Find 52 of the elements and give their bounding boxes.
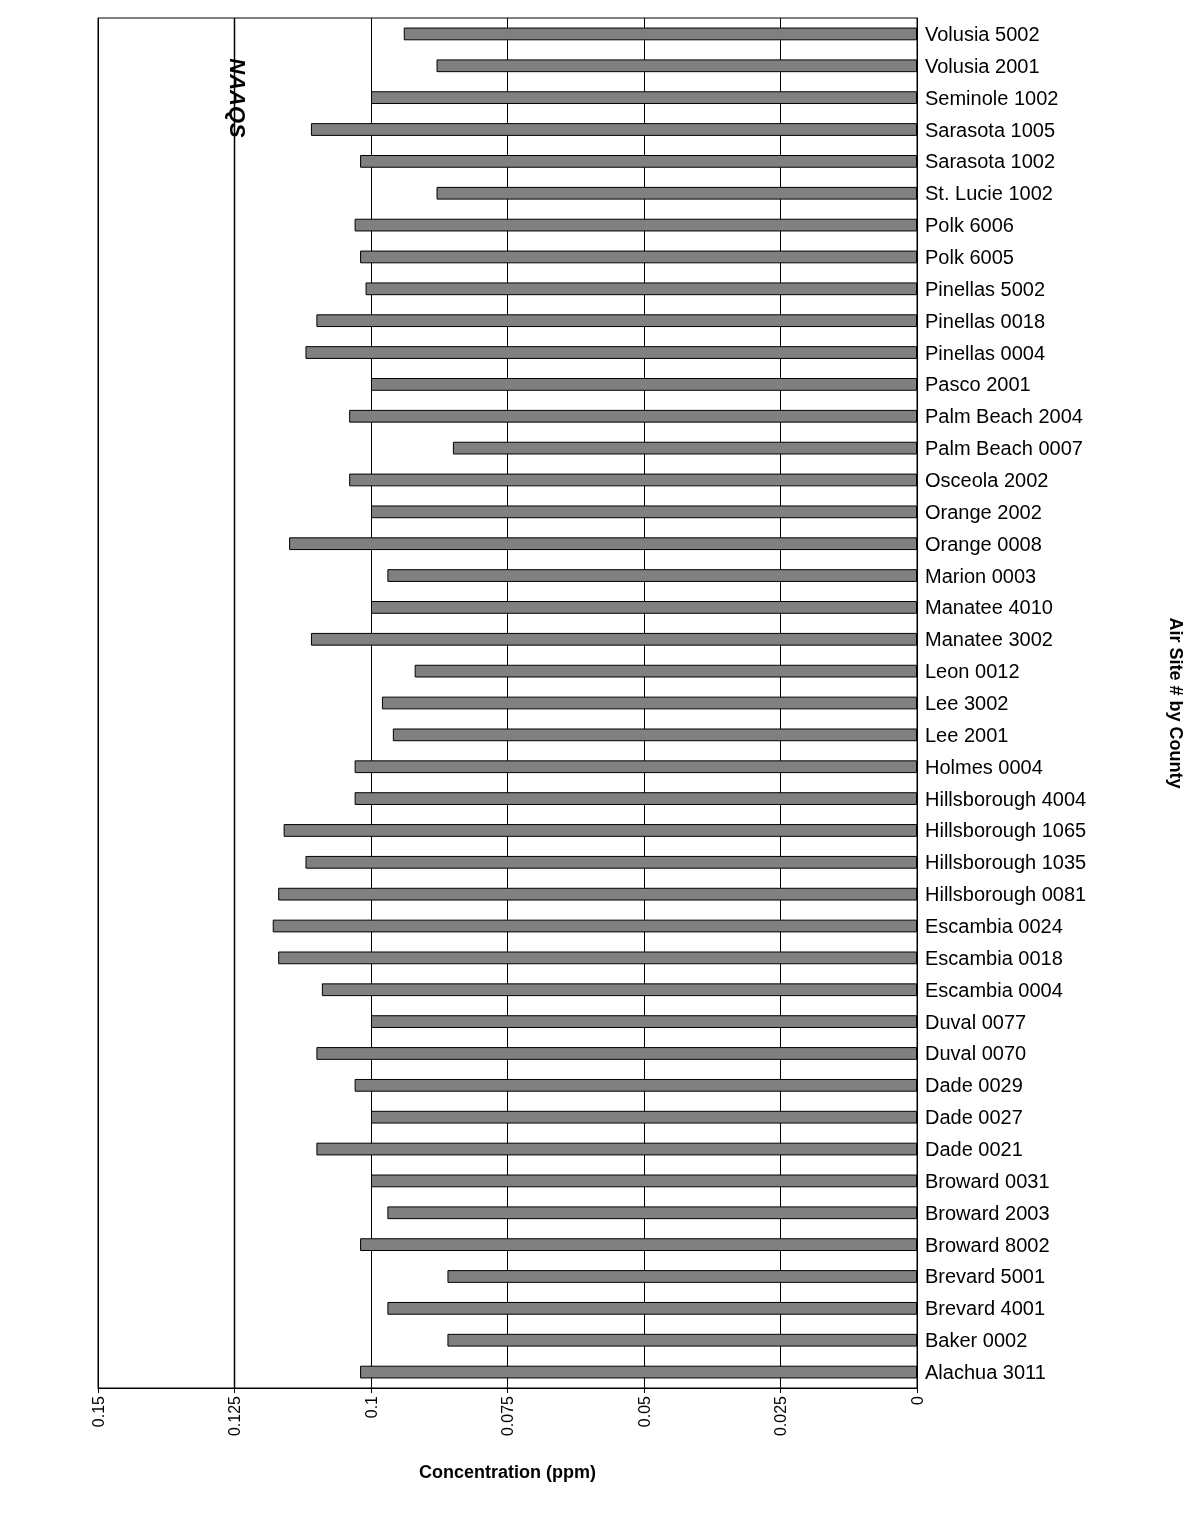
y-tick-label: Sarasota 1005 bbox=[925, 118, 1056, 141]
y-axis-title: Air Site # by County bbox=[1166, 617, 1186, 789]
x-tick-label: 0.1 bbox=[362, 1395, 380, 1419]
y-tick-label: Orange 0008 bbox=[925, 532, 1042, 555]
y-tick-label: Dade 0029 bbox=[925, 1074, 1023, 1097]
x-tick-label: 0.05 bbox=[635, 1395, 653, 1428]
y-tick-label: Polk 6005 bbox=[925, 245, 1014, 268]
y-tick-label: Holmes 0004 bbox=[925, 755, 1043, 778]
y-tick-label: Pasco 2001 bbox=[925, 373, 1031, 396]
y-tick-label: Manatee 3002 bbox=[925, 628, 1053, 651]
y-tick-label: Manatee 4010 bbox=[925, 596, 1053, 619]
y-tick-label: Broward 8002 bbox=[925, 1233, 1050, 1256]
y-tick-label: Palm Beach 2004 bbox=[925, 405, 1083, 428]
y-tick-label: Leon 0012 bbox=[925, 660, 1020, 683]
y-tick-label: Hillsborough 0081 bbox=[925, 883, 1087, 906]
y-tick-label: Escambia 0004 bbox=[925, 978, 1063, 1001]
y-tick-label: Duval 0070 bbox=[925, 1042, 1027, 1065]
y-tick-label: Brevard 5001 bbox=[925, 1265, 1046, 1288]
y-tick-label: Hillsborough 1035 bbox=[925, 851, 1087, 874]
y-tick-label: Broward 0031 bbox=[925, 1169, 1050, 1192]
x-tick-label: 0.025 bbox=[772, 1395, 789, 1437]
y-tick-label: Baker 0002 bbox=[925, 1329, 1028, 1352]
y-tick-label: Palm Beach 0007 bbox=[925, 437, 1083, 460]
y-tick-label: St. Lucie 1002 bbox=[925, 182, 1053, 205]
y-tick-label: Volusia 5002 bbox=[925, 22, 1040, 45]
y-tick-label: Broward 2003 bbox=[925, 1201, 1050, 1224]
y-tick-label: Alachua 3011 bbox=[925, 1361, 1046, 1384]
x-axis-title: Concentration (ppm) bbox=[419, 1462, 596, 1482]
y-tick-label: Dade 0027 bbox=[925, 1106, 1023, 1129]
y-tick-label: Brevard 4001 bbox=[925, 1297, 1046, 1320]
y-tick-label: Lee 3002 bbox=[925, 692, 1009, 714]
y-tick-label: Hillsborough 1065 bbox=[925, 819, 1087, 842]
x-tick-label: 0.15 bbox=[89, 1395, 107, 1428]
y-tick-label: Marion 0003 bbox=[925, 564, 1037, 587]
x-tick-label: 0 bbox=[908, 1395, 926, 1405]
y-tick-label: Osceola 2002 bbox=[925, 468, 1049, 491]
x-tick-label: 0.075 bbox=[499, 1395, 516, 1437]
y-tick-label: Pinellas 5002 bbox=[925, 277, 1046, 300]
y-tick-label: Pinellas 0004 bbox=[925, 341, 1046, 364]
y-tick-label: Escambia 0024 bbox=[925, 915, 1063, 938]
y-tick-label: Sarasota 1002 bbox=[925, 150, 1056, 173]
y-tick-label: Seminole 1002 bbox=[925, 86, 1059, 109]
y-tick-label: Duval 0077 bbox=[925, 1010, 1027, 1033]
y-tick-label: Orange 2002 bbox=[925, 500, 1042, 523]
y-tick-label: Escambia 0018 bbox=[925, 946, 1063, 969]
y-tick-label: Dade 0021 bbox=[925, 1138, 1023, 1161]
y-tick-label: Lee 2001 bbox=[925, 723, 1009, 746]
y-tick-label: Hillsborough 4004 bbox=[925, 787, 1087, 810]
y-tick-label: Volusia 2001 bbox=[925, 54, 1040, 77]
y-tick-label: Polk 6006 bbox=[925, 214, 1014, 237]
x-tick-label: 0.125 bbox=[226, 1395, 243, 1437]
y-tick-label: Pinellas 0018 bbox=[925, 309, 1046, 332]
